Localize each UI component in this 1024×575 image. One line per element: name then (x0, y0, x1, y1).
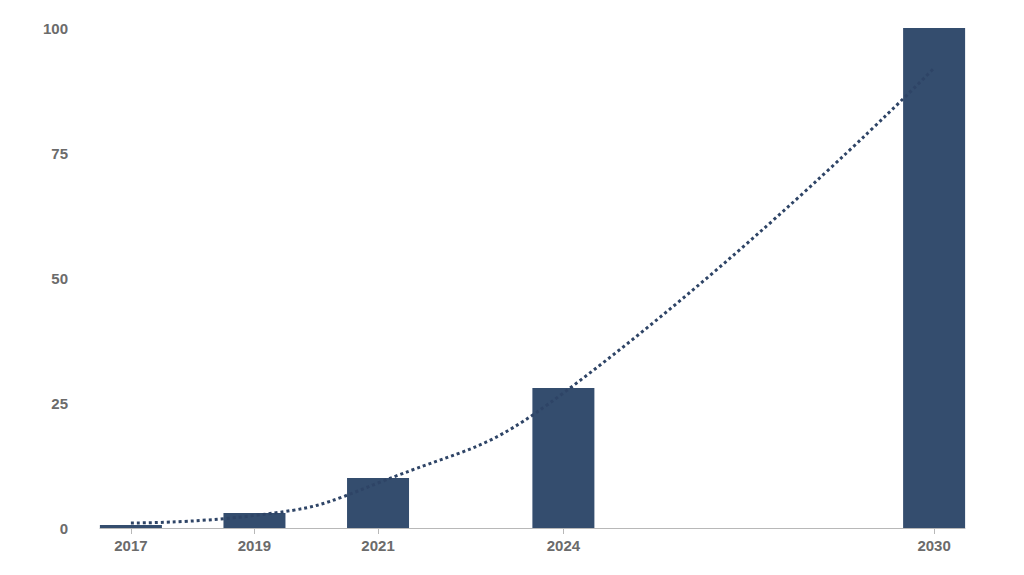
svg-text:2024: 2024 (547, 537, 581, 554)
svg-text:50: 50 (51, 270, 68, 287)
svg-text:25: 25 (51, 395, 68, 412)
svg-text:2021: 2021 (361, 537, 394, 554)
svg-text:2017: 2017 (114, 537, 147, 554)
svg-text:100: 100 (43, 20, 68, 37)
svg-text:75: 75 (51, 145, 68, 162)
svg-text:2019: 2019 (238, 537, 271, 554)
svg-text:0: 0 (60, 520, 68, 537)
svg-text:2030: 2030 (917, 537, 950, 554)
